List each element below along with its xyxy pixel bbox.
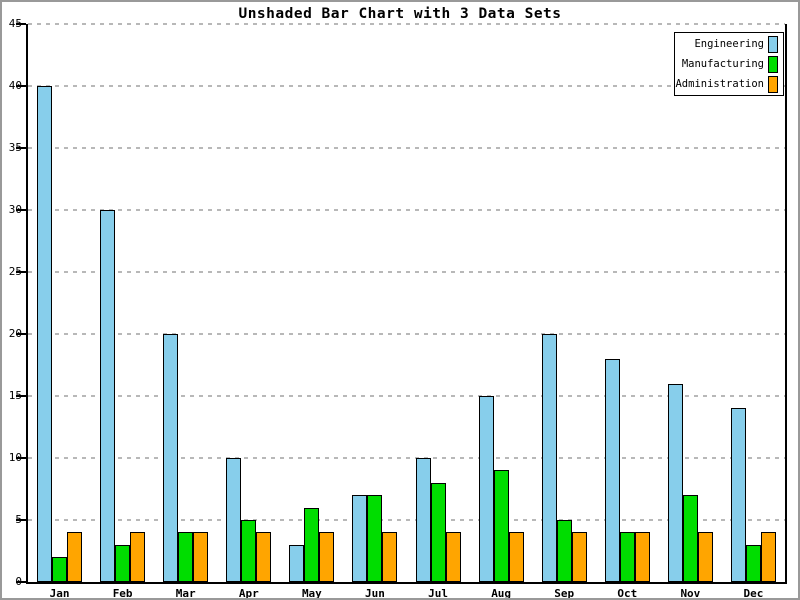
bar-manufacturing-dec: [745, 544, 761, 582]
y-tick-label: 15: [8, 389, 22, 402]
x-tick-label: May: [301, 587, 322, 600]
bar-administration-jun: [382, 532, 398, 582]
x-tick-label: Jul: [428, 587, 448, 600]
bar-manufacturing-jan: [52, 557, 68, 582]
bar-manufacturing-aug: [493, 470, 509, 582]
y-tick: [16, 581, 26, 583]
x-tick-label: Oct: [617, 587, 638, 600]
x-tick-label: Apr: [238, 587, 259, 600]
gridline-15: [28, 395, 785, 397]
gridline-10: [28, 457, 785, 459]
y-tick: [16, 395, 26, 397]
y-tick-label: 20: [8, 327, 22, 340]
bar-manufacturing-may: [304, 507, 320, 582]
bar-manufacturing-feb: [115, 544, 131, 582]
bar-administration-jul: [445, 532, 461, 582]
y-tick: [16, 85, 26, 87]
bar-administration-mar: [193, 532, 209, 582]
x-tick-label: Aug: [491, 587, 512, 600]
x-tick-label: Mar: [175, 587, 196, 600]
x-tick-label: Jun: [365, 587, 385, 600]
gridline-45: [28, 23, 785, 25]
legend-swatch-administration: [768, 75, 778, 93]
bar-administration-aug: [508, 532, 524, 582]
bar-manufacturing-sep: [556, 520, 572, 582]
bar-administration-jan: [67, 532, 83, 582]
legend-item: Engineering: [675, 35, 783, 53]
bar-engineering-may: [289, 544, 305, 582]
bar-engineering-oct: [604, 358, 620, 582]
legend-item: Administration: [675, 75, 783, 93]
gridline-20: [28, 333, 785, 335]
bar-engineering-nov: [667, 383, 683, 582]
legend-swatch-manufacturing: [768, 55, 778, 73]
bar-engineering-mar: [163, 334, 179, 582]
bar-administration-nov: [697, 532, 713, 582]
bar-engineering-sep: [541, 334, 557, 582]
x-tick-label: Dec: [743, 587, 764, 600]
chart-title: Unshaded Bar Chart with 3 Data Sets: [238, 6, 562, 22]
legend-swatch-engineering: [768, 35, 778, 53]
y-tick-label: 45: [8, 17, 22, 30]
bar-manufacturing-mar: [178, 532, 194, 582]
y-tick-label: 30: [8, 203, 22, 216]
x-tick-label: Sep: [554, 587, 575, 600]
gridline-25: [28, 271, 785, 273]
bar-engineering-apr: [226, 458, 242, 582]
y-tick-label: 35: [8, 141, 22, 154]
legend-label: Engineering: [694, 38, 764, 50]
bar-manufacturing-nov: [682, 495, 698, 582]
y-tick-label: 10: [8, 451, 22, 464]
legend-item: Manufacturing: [675, 55, 783, 73]
y-tick-label: 40: [8, 79, 22, 92]
y-tick-label: 25: [8, 265, 22, 278]
y-tick: [16, 519, 26, 521]
legend-label: Manufacturing: [681, 58, 764, 70]
legend-label: Administration: [675, 78, 764, 90]
y-tick: [16, 271, 26, 273]
y-tick: [16, 457, 26, 459]
x-tick-label: Feb: [112, 587, 133, 600]
bar-administration-sep: [571, 532, 587, 582]
bar-manufacturing-jun: [367, 495, 383, 582]
bar-administration-feb: [130, 532, 146, 582]
bar-engineering-dec: [730, 408, 746, 582]
gridline-30: [28, 209, 785, 211]
y-tick: [16, 333, 26, 335]
y-tick-label: 5: [15, 513, 22, 526]
y-tick: [16, 23, 26, 25]
bar-engineering-jul: [415, 458, 431, 582]
bar-manufacturing-oct: [619, 532, 635, 582]
bar-engineering-jan: [37, 86, 53, 582]
bar-administration-oct: [634, 532, 650, 582]
y-tick: [16, 209, 26, 211]
bar-manufacturing-apr: [241, 520, 257, 582]
bar-engineering-jun: [352, 495, 368, 582]
gridline-35: [28, 147, 785, 149]
bar-manufacturing-jul: [430, 482, 446, 582]
gridline-5: [28, 519, 785, 521]
plot-area: [26, 23, 787, 584]
bar-administration-apr: [256, 532, 272, 582]
bar-administration-dec: [760, 532, 776, 582]
bar-engineering-feb: [100, 210, 116, 582]
gridline-40: [28, 85, 785, 87]
x-tick-label: Jan: [49, 587, 70, 600]
bar-engineering-aug: [478, 396, 494, 582]
y-tick: [16, 147, 26, 149]
bar-administration-may: [319, 532, 335, 582]
x-tick-label: Nov: [680, 587, 701, 600]
y-tick-label: 0: [15, 575, 22, 588]
legend: Engineering Manufacturing Administration: [674, 32, 784, 96]
